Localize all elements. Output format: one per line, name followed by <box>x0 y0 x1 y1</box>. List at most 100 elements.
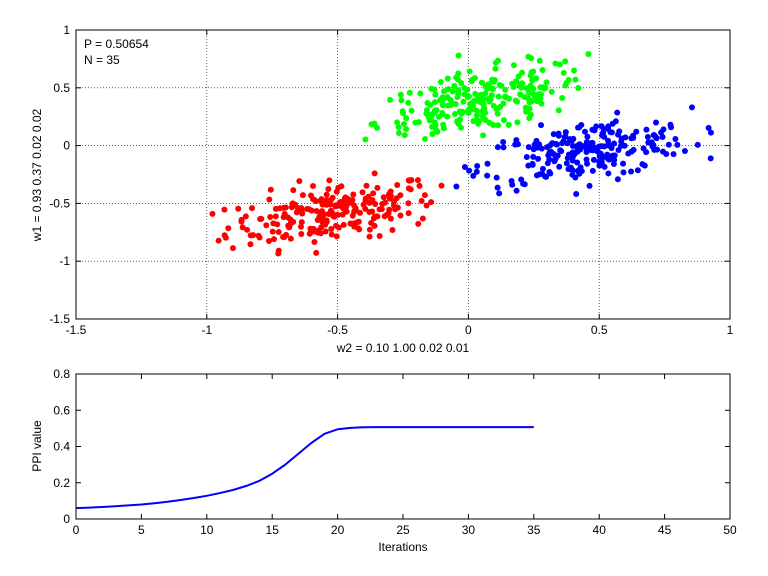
scatter-point <box>374 124 381 131</box>
scatter-point <box>397 91 404 98</box>
scatter-point <box>466 167 473 174</box>
scatter-point <box>639 161 646 168</box>
scatter-y-tick-label: 0 <box>63 139 70 153</box>
scatter-point <box>287 235 294 242</box>
scatter-point <box>422 136 429 143</box>
scatter-point <box>455 52 462 59</box>
scatter-point <box>293 209 300 216</box>
scatter-point <box>489 86 496 93</box>
scatter-point <box>297 223 304 230</box>
scatter-point <box>298 231 305 238</box>
scatter-point <box>368 121 375 128</box>
line-x-tick-label: 5 <box>138 523 145 537</box>
scatter-point <box>529 161 536 168</box>
scatter-point <box>366 233 373 240</box>
scatter-point <box>694 141 701 148</box>
scatter-point <box>415 119 422 126</box>
scatter-y-tick-label: 0.5 <box>53 81 70 95</box>
scatter-point <box>239 224 246 231</box>
scatter-point <box>532 93 539 100</box>
scatter-point <box>512 141 519 148</box>
scatter-point <box>525 144 532 151</box>
scatter-point <box>325 186 332 193</box>
scatter-point <box>405 210 412 217</box>
scatter-point <box>269 228 276 235</box>
scatter-point <box>311 239 318 246</box>
line-plot-area <box>76 374 730 519</box>
scatter-point <box>490 121 497 128</box>
scatter-point <box>479 93 486 100</box>
scatter-point <box>340 205 347 212</box>
scatter-point <box>298 204 305 211</box>
scatter-point <box>395 130 402 137</box>
scatter-point <box>509 181 516 188</box>
scatter-point <box>672 136 679 143</box>
scatter-point <box>444 93 451 100</box>
scatter-point <box>434 128 441 135</box>
scatter-point <box>528 55 535 62</box>
scatter-point <box>541 173 548 180</box>
scatter-point <box>538 100 545 107</box>
scatter-point <box>659 133 666 140</box>
scatter-point <box>408 107 415 114</box>
scatter-point <box>275 228 282 235</box>
scatter-point <box>615 147 622 154</box>
scatter-point <box>484 160 491 167</box>
scatter-point <box>403 126 410 133</box>
scatter-point <box>359 189 366 196</box>
scatter-point <box>563 160 570 167</box>
line-series <box>75 426 534 510</box>
scatter-point <box>432 91 439 98</box>
scatter-point <box>494 110 501 117</box>
scatter-point <box>535 155 542 162</box>
scatter-point <box>242 213 249 220</box>
scatter-point <box>394 119 401 126</box>
scatter-point <box>386 206 393 213</box>
scatter-point <box>526 105 533 112</box>
scatter-point <box>256 234 263 241</box>
scatter-point <box>557 147 564 154</box>
scatter-point <box>474 162 481 169</box>
line-y-tick-label: 0.4 <box>53 440 70 454</box>
scatter-point <box>628 168 635 175</box>
scatter-point <box>350 191 357 198</box>
scatter-point <box>630 134 637 141</box>
scatter-point <box>222 234 229 241</box>
scatter-point <box>406 89 413 96</box>
scatter-point <box>572 76 579 83</box>
scatter-point <box>400 120 407 127</box>
scatter-point <box>405 177 412 184</box>
scatter-point <box>481 115 488 122</box>
scatter-point <box>362 197 369 204</box>
scatter-point <box>333 188 340 195</box>
scatter-point <box>606 156 613 163</box>
scatter-point <box>460 98 467 105</box>
scatter-point <box>355 218 362 225</box>
scatter-point <box>290 187 297 194</box>
scatter-x-tick-label: 0.5 <box>591 323 608 337</box>
scatter-point <box>439 102 446 109</box>
scatter-point <box>490 102 497 109</box>
scatter-point <box>424 100 431 107</box>
line-y-tick-labels: 0 0.2 0.4 0.6 0.8 <box>53 367 70 526</box>
scatter-point <box>382 199 389 206</box>
scatter-point <box>539 66 546 73</box>
scatter-point <box>415 220 422 227</box>
scatter-point <box>340 221 347 228</box>
scatter-point <box>505 121 512 128</box>
scatter-point <box>447 101 454 108</box>
scatter-point <box>455 87 462 94</box>
scatter-point <box>405 200 412 207</box>
scatter-x-tick-labels: -1.5 -1 -0.5 0 0.5 1 <box>66 323 734 337</box>
scatter-point <box>563 79 570 86</box>
scatter-point <box>431 99 438 106</box>
scatter-point <box>555 132 562 139</box>
scatter-point <box>539 165 546 172</box>
scatter-point <box>313 208 320 215</box>
scatter-point <box>403 115 410 122</box>
scatter-point <box>395 124 402 131</box>
scatter-point <box>376 233 383 240</box>
scatter-point <box>310 225 317 232</box>
scatter-point <box>510 62 517 69</box>
scatter-point <box>428 199 435 206</box>
